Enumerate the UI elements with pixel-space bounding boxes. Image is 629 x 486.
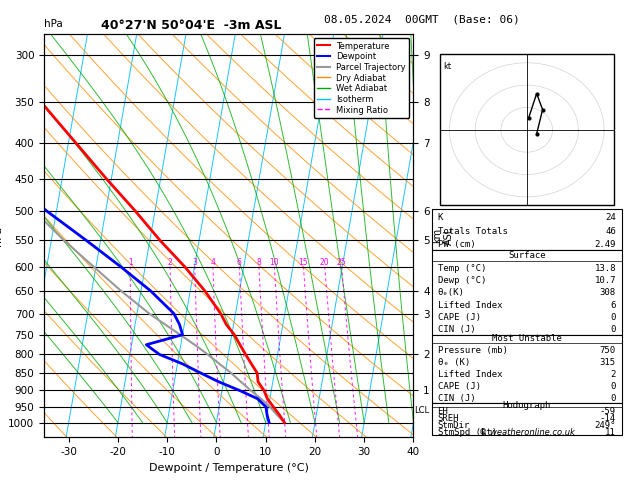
Text: 2: 2 xyxy=(611,370,616,379)
Text: 6: 6 xyxy=(237,258,242,267)
Text: 2: 2 xyxy=(168,258,172,267)
Text: 315: 315 xyxy=(600,358,616,367)
Text: Temp (°C): Temp (°C) xyxy=(438,264,486,273)
Text: 0: 0 xyxy=(611,325,616,334)
FancyBboxPatch shape xyxy=(431,334,622,403)
Text: K: K xyxy=(438,213,443,222)
Text: Pressure (mb): Pressure (mb) xyxy=(438,346,508,355)
Text: 750: 750 xyxy=(600,346,616,355)
Text: 8: 8 xyxy=(257,258,261,267)
Text: StmDir: StmDir xyxy=(438,421,470,430)
Text: EH: EH xyxy=(438,407,448,416)
Text: CAPE (J): CAPE (J) xyxy=(438,313,481,322)
Text: 24: 24 xyxy=(605,213,616,222)
Text: θₑ (K): θₑ (K) xyxy=(438,358,470,367)
FancyBboxPatch shape xyxy=(431,403,622,435)
Text: Lifted Index: Lifted Index xyxy=(438,300,502,310)
Text: 2.49: 2.49 xyxy=(594,240,616,249)
Text: Totals Totals: Totals Totals xyxy=(438,226,508,236)
Y-axis label: km
ASL: km ASL xyxy=(433,226,454,245)
Text: © weatheronline.co.uk: © weatheronline.co.uk xyxy=(479,428,575,437)
Text: hPa: hPa xyxy=(44,19,63,30)
Text: CIN (J): CIN (J) xyxy=(438,325,475,334)
Text: 4: 4 xyxy=(211,258,215,267)
Text: 308: 308 xyxy=(600,288,616,297)
Text: Hodograph: Hodograph xyxy=(503,401,551,410)
Text: 0: 0 xyxy=(611,394,616,403)
Text: 0: 0 xyxy=(611,382,616,391)
Text: 15: 15 xyxy=(299,258,308,267)
X-axis label: Dewpoint / Temperature (°C): Dewpoint / Temperature (°C) xyxy=(149,463,309,473)
Text: 20: 20 xyxy=(320,258,330,267)
Text: 1: 1 xyxy=(128,258,133,267)
Text: 25: 25 xyxy=(337,258,347,267)
Y-axis label: hPa: hPa xyxy=(0,226,3,246)
Text: Dewp (°C): Dewp (°C) xyxy=(438,276,486,285)
Text: 10.7: 10.7 xyxy=(594,276,616,285)
Text: CAPE (J): CAPE (J) xyxy=(438,382,481,391)
Text: 3: 3 xyxy=(192,258,197,267)
Text: 6: 6 xyxy=(611,300,616,310)
Text: -14: -14 xyxy=(600,414,616,423)
Text: Most Unstable: Most Unstable xyxy=(492,334,562,344)
Text: 08.05.2024  00GMT  (Base: 06): 08.05.2024 00GMT (Base: 06) xyxy=(323,15,520,25)
Text: -59: -59 xyxy=(600,407,616,416)
Text: 46: 46 xyxy=(605,226,616,236)
Text: StmSpd (kt): StmSpd (kt) xyxy=(438,428,497,437)
FancyBboxPatch shape xyxy=(431,250,622,334)
Text: 13.8: 13.8 xyxy=(594,264,616,273)
FancyBboxPatch shape xyxy=(431,209,622,250)
Text: SREH: SREH xyxy=(438,414,459,423)
Text: 0: 0 xyxy=(611,313,616,322)
Legend: Temperature, Dewpoint, Parcel Trajectory, Dry Adiabat, Wet Adiabat, Isotherm, Mi: Temperature, Dewpoint, Parcel Trajectory… xyxy=(314,38,409,118)
Text: CIN (J): CIN (J) xyxy=(438,394,475,403)
Text: 10: 10 xyxy=(270,258,279,267)
Text: kt: kt xyxy=(443,62,452,71)
Text: Lifted Index: Lifted Index xyxy=(438,370,502,379)
Text: Mixing Ratio (g/kg): Mixing Ratio (g/kg) xyxy=(457,242,466,327)
Text: PW (cm): PW (cm) xyxy=(438,240,475,249)
Text: LCL: LCL xyxy=(414,405,430,415)
Text: θₑ(K): θₑ(K) xyxy=(438,288,464,297)
FancyBboxPatch shape xyxy=(440,54,614,206)
Text: 249°: 249° xyxy=(594,421,616,430)
Text: 40°27'N 50°04'E  -3m ASL: 40°27'N 50°04'E -3m ASL xyxy=(101,19,281,33)
Text: Surface: Surface xyxy=(508,251,545,260)
Text: 11: 11 xyxy=(605,428,616,437)
